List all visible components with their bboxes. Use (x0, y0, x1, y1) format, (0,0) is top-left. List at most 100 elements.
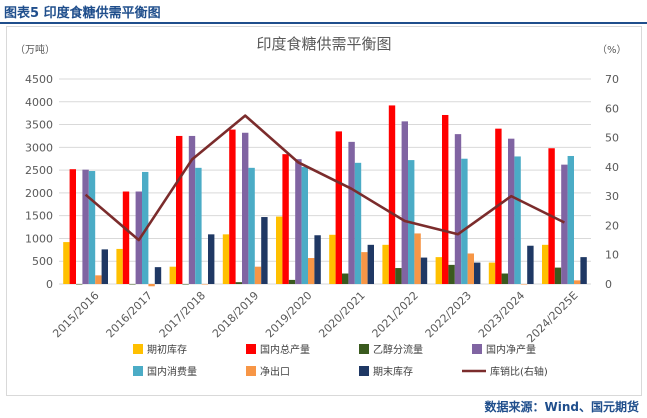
bar (527, 245, 534, 284)
bar (88, 171, 96, 284)
bar (348, 141, 355, 284)
bar (222, 234, 230, 284)
bar (508, 138, 515, 284)
bar (574, 280, 581, 284)
legend-label: 净出口 (260, 365, 290, 378)
legend-label: 期末库存 (373, 365, 413, 378)
bar (314, 235, 321, 284)
right-y-tick-label: 70 (605, 73, 619, 86)
bar (276, 216, 283, 284)
bar (176, 135, 183, 284)
bar (554, 267, 562, 284)
bar-series-group (63, 105, 587, 287)
bar (254, 266, 262, 284)
bar (142, 171, 149, 284)
right-y-tick-label: 40 (605, 161, 619, 174)
legend-swatch (133, 366, 143, 376)
legend-swatch (133, 344, 143, 354)
right-axis-unit: （%） (597, 44, 627, 56)
bar (414, 233, 421, 284)
bar (467, 253, 474, 284)
bar (401, 121, 408, 284)
x-tick-label: 2018/2019 (210, 289, 261, 340)
x-tick-label: 2023/2024 (476, 289, 527, 340)
bar (454, 134, 462, 284)
data-source: 数据来源：Wind、国元期货 (484, 400, 639, 414)
bar (561, 164, 568, 284)
bar (335, 131, 342, 284)
bar (567, 155, 574, 284)
legend-swatch (246, 344, 256, 354)
bar (248, 167, 255, 284)
left-y-tick-label: 1500 (25, 210, 53, 223)
x-tick-label: 2016/2017 (104, 289, 155, 340)
bar (261, 217, 268, 284)
bar (235, 282, 242, 284)
bar (288, 279, 296, 284)
bar (242, 132, 249, 284)
legend-swatch (359, 366, 369, 376)
bar (282, 154, 289, 284)
bar (95, 275, 102, 284)
bar (488, 262, 496, 284)
balance-chart: 印度食糖供需平衡图 （万吨） （%） 050010001500200025003… (15, 35, 627, 378)
right-y-tick-label: 60 (605, 102, 619, 115)
chart-title: 印度食糖供需平衡图 (256, 35, 391, 53)
legend-swatch (246, 366, 256, 376)
bar (580, 257, 587, 284)
bar (388, 105, 396, 284)
bar (435, 257, 442, 284)
left-y-tick-label: 4500 (25, 73, 53, 86)
legend-label: 国内总产量 (260, 343, 310, 356)
legend-label: 期初库存 (147, 343, 187, 356)
left-y-tick-label: 500 (32, 255, 53, 268)
bar (208, 234, 215, 284)
bar (395, 268, 402, 284)
bar (101, 249, 108, 284)
x-tick-label: 2017/2018 (157, 289, 208, 340)
left-y-tick-label: 2000 (25, 187, 53, 200)
left-y-tick-label: 0 (46, 278, 53, 291)
bar (195, 167, 202, 284)
figure-label: 图表5 印度食糖供需平衡图 (4, 6, 161, 21)
bar (301, 166, 308, 284)
x-tick-label: 2024/2025E (524, 289, 580, 345)
bar (367, 244, 374, 284)
legend-label: 国内消费量 (147, 365, 197, 378)
left-y-tick-label: 1000 (25, 232, 53, 245)
bar (69, 169, 76, 284)
bar (501, 273, 508, 284)
x-tick-label: 2015/2016 (50, 289, 101, 340)
right-y-tick-label: 10 (605, 249, 619, 262)
bar (201, 284, 208, 285)
right-y-tick-label: 50 (605, 132, 619, 145)
legend-label: 国内净产量 (486, 343, 536, 356)
x-tick-label: 2020/2021 (316, 289, 367, 340)
bar (361, 252, 368, 284)
bar (182, 284, 189, 285)
bar (129, 284, 136, 285)
right-y-axis: 0 10 20 30 40 50 60 70 (605, 73, 619, 291)
figure-header (0, 0, 647, 24)
bar (116, 248, 123, 284)
bar (514, 156, 521, 284)
bar (342, 273, 349, 284)
left-y-tick-label: 2500 (25, 164, 53, 177)
bar (148, 284, 155, 287)
left-y-tick-label: 3000 (25, 141, 53, 154)
bar (63, 242, 70, 284)
x-tick-label: 2021/2022 (370, 289, 421, 340)
bar (448, 264, 455, 284)
bar (188, 135, 196, 284)
chart-frame: 印度食糖供需平衡图 （万吨） （%） 0 500 1000 1500 2000 2500 3… (6, 26, 642, 396)
right-y-tick-label: 30 (605, 190, 619, 203)
legend-swatch (359, 344, 369, 354)
x-tick-label: 2019/2020 (263, 289, 314, 340)
x-axis: 2015/2016 2016/2017 2017/2018 2018/2019 2019… (50, 289, 580, 345)
bar (461, 158, 468, 284)
legend-label: 库销比(右轴) (490, 365, 548, 378)
left-y-tick-label: 4000 (25, 96, 53, 109)
bar (122, 191, 130, 284)
left-y-axis: 0 500 1000 1500 2000 2500 3000 3500 4000 4500 (25, 73, 53, 291)
